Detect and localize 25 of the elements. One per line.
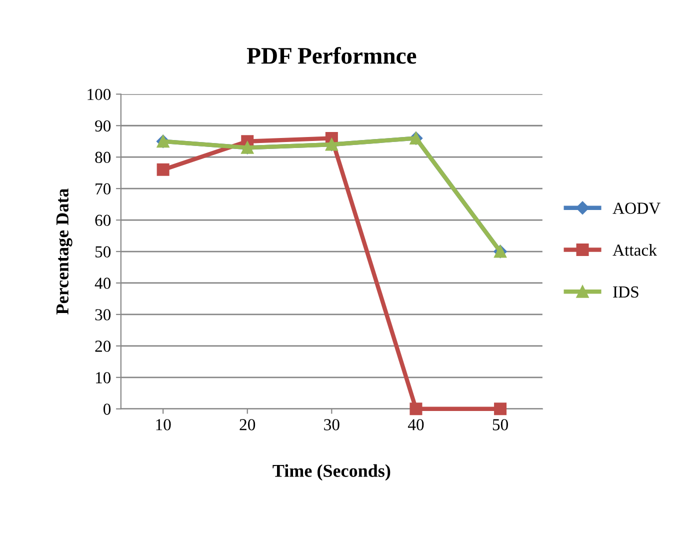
y-tick-label: 100: [88, 88, 111, 100]
x-tick-label: 20: [240, 419, 256, 430]
y-axis-title: Percentage Data: [56, 188, 72, 314]
y-tick-label: 60: [95, 214, 111, 226]
point: [494, 402, 507, 416]
x-tick-label: 40: [408, 419, 424, 430]
y-tick-label: 50: [96, 246, 111, 258]
point: [156, 163, 170, 176]
y-tick-label: 20: [95, 340, 111, 352]
x-tick-label: 30: [324, 419, 340, 430]
y-tick-label: 0: [104, 404, 111, 415]
x-tick-label: 50: [492, 419, 508, 430]
legend-label: IDS: [613, 286, 638, 298]
y-tick-label: 80: [95, 152, 111, 164]
point: [410, 402, 422, 416]
y-tick-label: 70: [96, 183, 111, 195]
y-tick-label: 40: [94, 278, 111, 289]
y-tick-label: 90: [95, 120, 111, 132]
x-axis-title: Time (Seconds): [272, 464, 390, 481]
legend-label: Attack: [612, 244, 657, 256]
chart-title: PDF Performnce: [246, 46, 416, 64]
y-tick-label: 10: [96, 372, 111, 384]
x-tick-label: 10: [156, 419, 171, 430]
y-tick-label: 30: [95, 309, 111, 320]
legend-label: AODV: [612, 202, 660, 214]
